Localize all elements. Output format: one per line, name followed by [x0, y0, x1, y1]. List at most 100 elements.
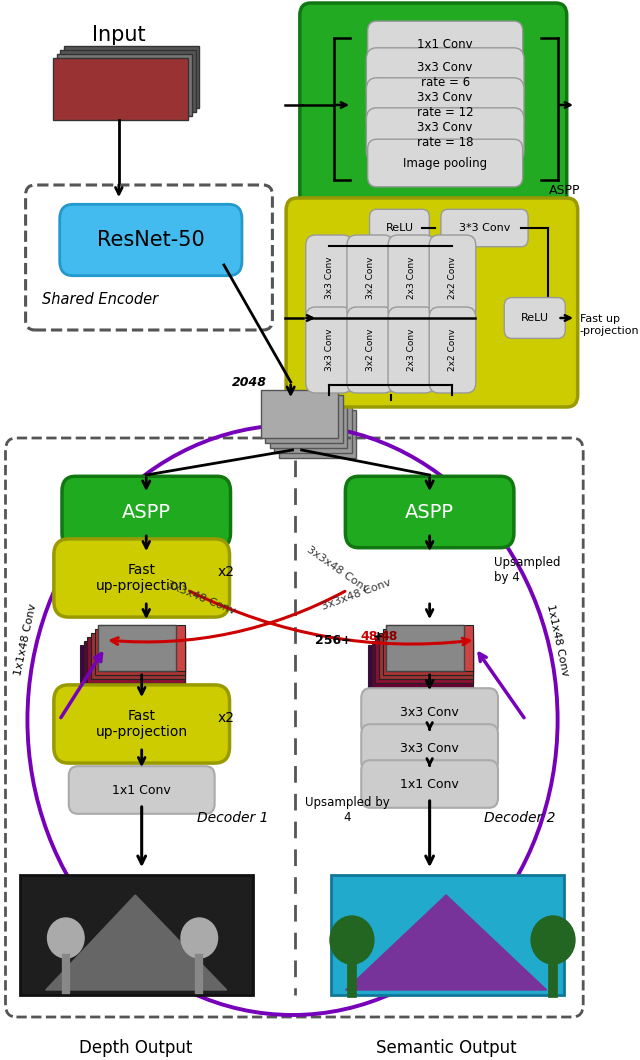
Text: 3x3x48 Conv: 3x3x48 Conv: [321, 578, 392, 613]
Text: x2: x2: [218, 711, 234, 725]
Text: Upsampled
by 4: Upsampled by 4: [493, 556, 560, 584]
Text: 2x2 Conv: 2x2 Conv: [448, 329, 457, 371]
Bar: [260, 390, 338, 438]
Text: 3x3x48 Conv: 3x3x48 Conv: [305, 545, 371, 595]
Bar: [379, 633, 473, 679]
FancyBboxPatch shape: [361, 688, 498, 736]
Bar: [84, 641, 185, 687]
FancyBboxPatch shape: [68, 766, 214, 814]
Text: 3x2 Conv: 3x2 Conv: [365, 329, 374, 371]
Text: 3x3 Conv
rate = 12: 3x3 Conv rate = 12: [417, 91, 474, 119]
FancyBboxPatch shape: [504, 298, 565, 338]
Text: 3x3 Conv: 3x3 Conv: [400, 742, 459, 755]
Text: 3x3 Conv: 3x3 Conv: [400, 706, 459, 719]
Text: 3*3 Conv: 3*3 Conv: [459, 223, 510, 233]
Text: 48: 48: [380, 631, 397, 643]
Text: ASPP: ASPP: [548, 183, 580, 196]
Bar: [383, 629, 473, 675]
Polygon shape: [346, 895, 547, 990]
FancyBboxPatch shape: [62, 476, 230, 548]
Text: 3x3 Conv: 3x3 Conv: [324, 329, 333, 371]
Bar: [95, 629, 185, 675]
Text: Shared Encoder: Shared Encoder: [42, 293, 159, 307]
Text: Fast
up-projection: Fast up-projection: [95, 563, 188, 594]
Text: ASPP: ASPP: [405, 502, 454, 522]
Text: 48: 48: [360, 631, 378, 643]
FancyBboxPatch shape: [306, 307, 353, 393]
Bar: [57, 54, 192, 116]
Circle shape: [181, 918, 218, 958]
Text: Upsampled by
4: Upsampled by 4: [305, 796, 390, 824]
FancyBboxPatch shape: [347, 235, 394, 321]
FancyBboxPatch shape: [347, 307, 394, 393]
FancyBboxPatch shape: [54, 685, 230, 763]
Text: Fast
up-projection: Fast up-projection: [95, 709, 188, 739]
Bar: [372, 641, 473, 687]
FancyBboxPatch shape: [367, 139, 523, 187]
Text: Decoder 1: Decoder 1: [196, 811, 268, 825]
Bar: [274, 405, 352, 453]
Text: 3x3 Conv
rate = 6: 3x3 Conv rate = 6: [417, 61, 473, 89]
Bar: [64, 46, 199, 108]
Bar: [80, 644, 185, 691]
Text: 2048: 2048: [232, 376, 267, 389]
Bar: [279, 410, 356, 458]
Text: 2x2 Conv: 2x2 Conv: [448, 257, 457, 299]
FancyBboxPatch shape: [429, 235, 476, 321]
Bar: [99, 625, 185, 671]
FancyBboxPatch shape: [286, 198, 578, 407]
Text: ReLU: ReLU: [521, 313, 548, 323]
Text: 3x2 Conv: 3x2 Conv: [365, 257, 374, 299]
Text: Input: Input: [92, 25, 146, 45]
Bar: [60, 50, 196, 112]
Text: 1x1x48 Conv: 1x1x48 Conv: [13, 603, 38, 677]
FancyBboxPatch shape: [441, 209, 528, 247]
FancyBboxPatch shape: [361, 724, 498, 772]
Bar: [53, 58, 188, 120]
Text: Decoder 2: Decoder 2: [484, 811, 556, 825]
Text: 2x3 Conv: 2x3 Conv: [407, 257, 416, 299]
Text: Semantic Output: Semantic Output: [376, 1039, 516, 1057]
Bar: [368, 644, 473, 691]
FancyBboxPatch shape: [366, 108, 524, 162]
Text: 1x1 Conv: 1x1 Conv: [417, 38, 473, 52]
Bar: [386, 625, 464, 671]
Text: x2: x2: [218, 565, 234, 579]
Text: 1x1 Conv: 1x1 Conv: [400, 777, 459, 791]
FancyBboxPatch shape: [367, 21, 523, 69]
Text: ResNet-50: ResNet-50: [97, 230, 205, 250]
Text: ReLU: ReLU: [385, 223, 413, 233]
Bar: [91, 633, 185, 679]
FancyBboxPatch shape: [388, 235, 435, 321]
Bar: [269, 400, 348, 448]
FancyBboxPatch shape: [388, 307, 435, 393]
Text: 3x3 Conv
rate = 18: 3x3 Conv rate = 18: [417, 121, 474, 149]
FancyBboxPatch shape: [60, 205, 242, 276]
Bar: [386, 625, 473, 671]
Text: Image pooling: Image pooling: [403, 157, 487, 170]
Bar: [265, 395, 343, 443]
Text: +: +: [373, 631, 383, 643]
FancyBboxPatch shape: [300, 3, 567, 212]
Circle shape: [47, 918, 84, 958]
FancyBboxPatch shape: [429, 307, 476, 393]
FancyBboxPatch shape: [346, 476, 514, 548]
Polygon shape: [45, 895, 227, 990]
Text: ASPP: ASPP: [122, 502, 171, 522]
Bar: [99, 625, 176, 671]
Circle shape: [330, 916, 374, 964]
Text: Fast up
-projection: Fast up -projection: [580, 314, 639, 336]
Bar: [331, 874, 564, 995]
Bar: [87, 637, 185, 683]
Text: 1x1x48 Conv: 1x1x48 Conv: [545, 603, 570, 677]
FancyBboxPatch shape: [366, 48, 524, 102]
FancyBboxPatch shape: [361, 760, 498, 808]
FancyBboxPatch shape: [54, 538, 230, 617]
FancyBboxPatch shape: [366, 77, 524, 132]
Text: 256+: 256+: [315, 634, 352, 647]
FancyBboxPatch shape: [306, 235, 353, 321]
Circle shape: [531, 916, 575, 964]
Bar: [375, 637, 473, 683]
Bar: [20, 874, 253, 995]
Text: 1x1 Conv: 1x1 Conv: [112, 783, 171, 796]
